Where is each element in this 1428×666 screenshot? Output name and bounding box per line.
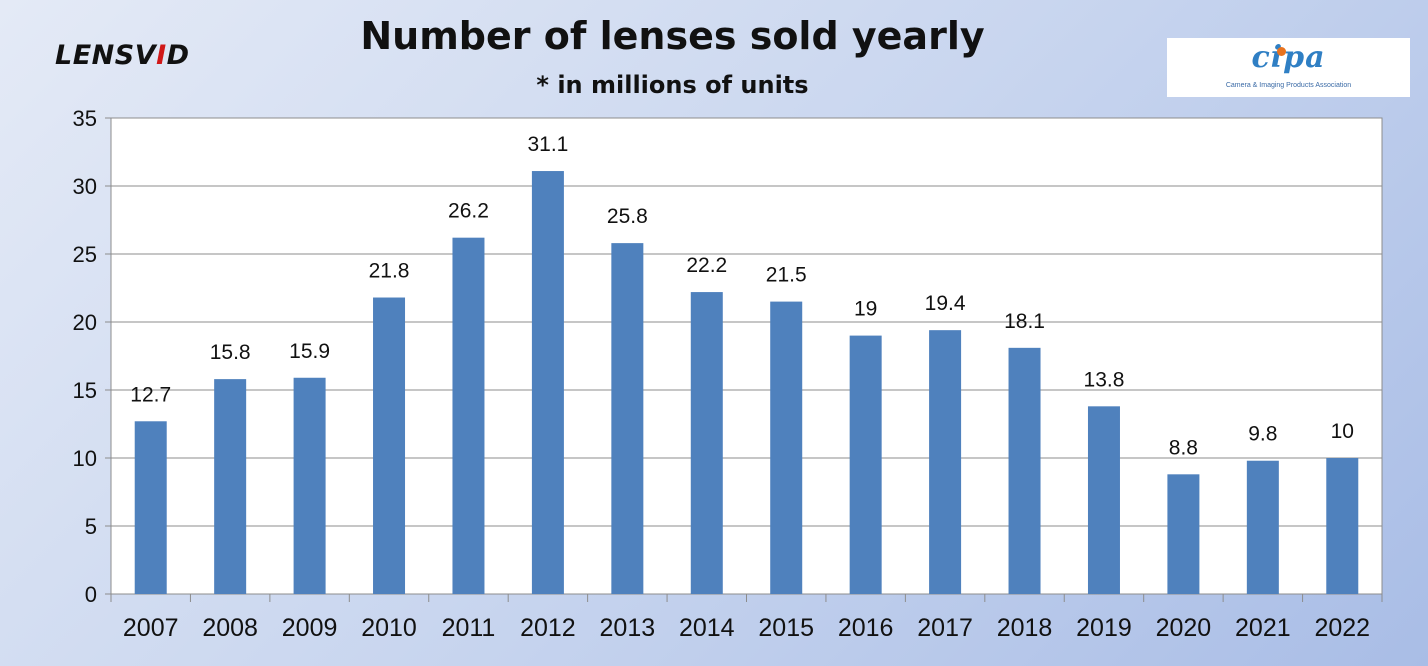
logo-text-accent: I <box>156 40 167 71</box>
x-tick-label: 2015 <box>758 614 814 642</box>
bar <box>293 377 326 594</box>
value-label: 25.8 <box>607 205 648 228</box>
y-tick-label: 30 <box>73 174 97 199</box>
bar <box>929 330 962 594</box>
x-tick-label: 2019 <box>1076 614 1132 642</box>
lensvid-logo: LENSVID <box>55 40 190 71</box>
bar <box>1087 406 1120 594</box>
x-tick-label: 2021 <box>1235 614 1291 642</box>
bar <box>531 171 564 595</box>
value-label: 21.5 <box>766 264 807 287</box>
value-label: 10 <box>1331 420 1354 443</box>
x-tick-label: 2008 <box>202 614 258 642</box>
cipa-logo-dot <box>1277 47 1286 56</box>
y-tick-label: 15 <box>73 378 97 403</box>
value-label: 15.9 <box>289 340 330 363</box>
y-tick-label: 0 <box>85 582 97 607</box>
y-tick-label: 20 <box>73 310 97 335</box>
value-label: 31.1 <box>527 133 568 156</box>
y-tick-label: 10 <box>73 446 97 471</box>
x-tick-label: 2018 <box>997 614 1053 642</box>
x-tick-label: 2012 <box>520 614 576 642</box>
value-label: 19 <box>854 298 877 321</box>
y-tick-label: 25 <box>73 242 97 267</box>
chart-title: Number of lenses sold yearly <box>360 14 985 58</box>
x-tick-label: 2007 <box>123 614 179 642</box>
bar <box>690 292 723 594</box>
cipa-logo: cipa Camera & Imaging Products Associati… <box>1167 38 1410 97</box>
value-label: 13.8 <box>1084 368 1125 391</box>
value-label: 9.8 <box>1248 423 1277 446</box>
x-tick-label: 2013 <box>600 614 656 642</box>
x-tick-label: 2020 <box>1156 614 1212 642</box>
bar <box>1008 347 1041 594</box>
cipa-logo-tagline: Camera & Imaging Products Association <box>1225 82 1352 89</box>
bar <box>1167 474 1200 594</box>
y-tick-label: 5 <box>85 514 97 539</box>
value-label: 19.4 <box>925 292 966 315</box>
chart-subtitle: * in millions of units <box>536 71 809 99</box>
bar <box>770 301 803 594</box>
bar <box>1246 460 1279 594</box>
value-label: 18.1 <box>1004 310 1045 333</box>
x-tick-label: 2010 <box>361 614 417 642</box>
value-label: 15.8 <box>210 341 251 364</box>
logo-text-right: D <box>166 40 190 71</box>
bar <box>611 243 644 594</box>
bar <box>849 335 882 594</box>
bar <box>452 237 485 594</box>
bar <box>134 421 167 594</box>
value-label: 21.8 <box>369 260 410 283</box>
value-label: 12.7 <box>130 383 171 406</box>
logo-text-left: LENSV <box>55 40 157 71</box>
x-tick-label: 2014 <box>679 614 735 642</box>
bar <box>214 379 247 594</box>
x-tick-label: 2016 <box>838 614 894 642</box>
x-tick-label: 2009 <box>282 614 338 642</box>
x-tick-label: 2011 <box>442 614 496 642</box>
x-tick-label: 2017 <box>917 614 973 642</box>
cipa-logo-mark: cipa <box>1251 40 1326 75</box>
bar <box>373 297 406 594</box>
value-label: 22.2 <box>686 254 727 277</box>
value-label: 8.8 <box>1169 436 1198 459</box>
bar <box>1326 458 1359 594</box>
y-tick-label: 35 <box>73 106 97 131</box>
value-label: 26.2 <box>448 200 489 223</box>
x-tick-label: 2022 <box>1314 614 1370 642</box>
